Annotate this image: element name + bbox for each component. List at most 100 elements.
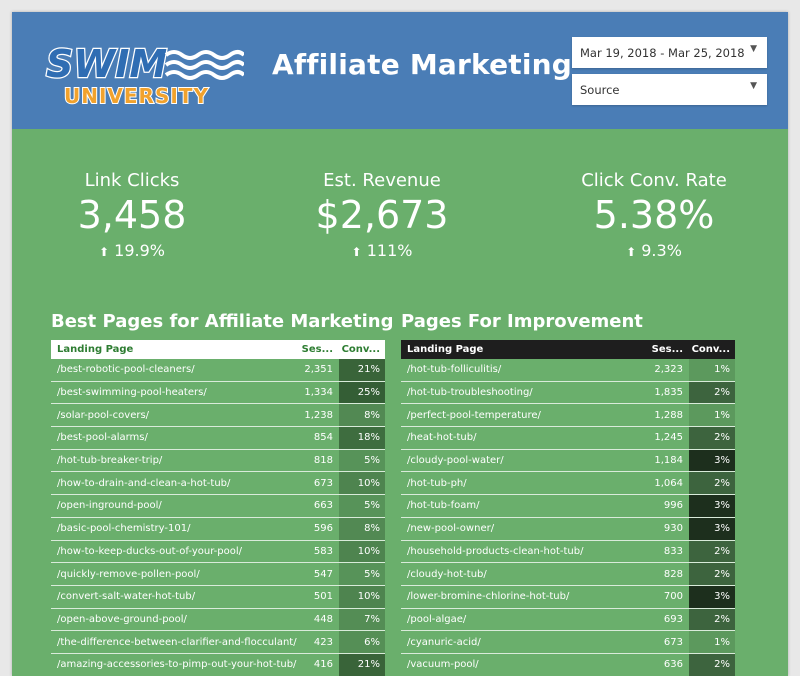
report-header: SWIM UNIVERSITY Affiliate Marketing Mar … [12, 12, 788, 129]
table-row[interactable]: /hot-tub-breaker-trip/818 5% [51, 449, 385, 473]
table-row[interactable]: /heat-hot-tub/1,245 2% [401, 427, 735, 450]
table-row[interactable]: /lower-bromine-chlorine-hot-tub/700 3% [401, 585, 735, 609]
cell-landing-page: /cyanuric-acid/ [407, 636, 481, 648]
table-row[interactable]: /amazing-accessories-to-pimp-out-your-ho… [51, 653, 385, 676]
cell-landing-page: /hot-tub-foam/ [407, 500, 480, 512]
cell-landing-page: /quickly-remove-pollen-pool/ [57, 568, 200, 580]
cell-conv: 21% [339, 653, 385, 676]
cell-landing-page: /how-to-drain-and-clean-a-hot-tub/ [57, 477, 231, 489]
cell-sessions: 996 [663, 500, 683, 512]
cell-conv: 3% [689, 495, 735, 517]
chevron-down-icon: ▼ [750, 44, 757, 54]
date-range-picker[interactable]: Mar 19, 2018 - Mar 25, 2018 ▼ [572, 37, 767, 68]
cell-conv: 2% [689, 472, 735, 495]
col-conv[interactable]: Conv... [691, 344, 730, 355]
cell-landing-page: /best-pool-alarms/ [57, 432, 148, 444]
cell-landing-page: /open-above-ground-pool/ [57, 613, 187, 625]
table-row[interactable]: /hot-tub-troubleshooting/1,835 2% [401, 381, 735, 405]
cell-conv: 10% [339, 540, 385, 563]
cell-sessions: 673 [663, 636, 683, 648]
cell-conv: 10% [339, 585, 385, 608]
table-row[interactable]: /basic-pool-chemistry-101/596 8% [51, 517, 385, 541]
cell-landing-page: /lower-bromine-chlorine-hot-tub/ [407, 591, 570, 603]
cell-conv: 2% [689, 427, 735, 449]
col-sessions[interactable]: Ses... [301, 344, 333, 355]
cell-sessions: 930 [663, 523, 683, 535]
table-row[interactable]: /best-swimming-pool-heaters/1,334 25% [51, 381, 385, 405]
cell-sessions: 818 [313, 455, 333, 467]
table-row[interactable]: /pool-algae/693 2% [401, 608, 735, 632]
table-row[interactable]: /cloudy-hot-tub/828 2% [401, 563, 735, 586]
col-landing-page[interactable]: Landing Page [57, 344, 134, 355]
table-row[interactable]: /hot-tub-foam/996 3% [401, 495, 735, 518]
table-body: /best-robotic-pool-cleaners/2,351 21%/bes… [51, 359, 385, 676]
col-conv[interactable]: Conv... [341, 344, 380, 355]
cell-landing-page: /the-difference-between-clarifier-and-fl… [57, 636, 297, 648]
best-pages-table: Landing Page Ses... Conv... /best-roboti… [51, 340, 385, 676]
table-row[interactable]: /the-difference-between-clarifier-and-fl… [51, 631, 385, 654]
cell-landing-page: /hot-tub-breaker-trip/ [57, 455, 163, 467]
svg-text:UNIVERSITY: UNIVERSITY [64, 84, 209, 107]
cell-sessions: 828 [663, 568, 683, 580]
page-title: Affiliate Marketing [272, 48, 573, 81]
arrow-up-icon: ⬆ [626, 245, 637, 259]
swim-university-logo: SWIM UNIVERSITY [45, 41, 244, 107]
source-filter-dropdown[interactable]: Source ▼ [572, 74, 767, 105]
cell-landing-page: /household-products-clean-hot-tub/ [407, 545, 584, 557]
cell-landing-page: /cloudy-pool-water/ [407, 455, 504, 467]
table-row[interactable]: /how-to-keep-ducks-out-of-your-pool/583 1… [51, 540, 385, 564]
table-row[interactable]: /open-above-ground-pool/448 7% [51, 608, 385, 632]
cell-sessions: 700 [663, 591, 683, 603]
kpi-label: Est. Revenue [323, 170, 441, 191]
col-sessions[interactable]: Ses... [651, 344, 683, 355]
table-row[interactable]: /solar-pool-covers/1,238 8% [51, 404, 385, 428]
kpi-change: ⬆ 111% [262, 241, 502, 260]
table-header: Landing Page Ses... Conv... [51, 340, 385, 359]
table-row[interactable]: /how-to-drain-and-clean-a-hot-tub/673 10% [51, 472, 385, 496]
cell-sessions: 2,351 [304, 364, 333, 376]
table-row[interactable]: /quickly-remove-pollen-pool/547 5% [51, 563, 385, 586]
col-landing-page[interactable]: Landing Page [407, 344, 484, 355]
cell-sessions: 596 [313, 523, 333, 535]
table-row[interactable]: /best-pool-alarms/854 18% [51, 427, 385, 450]
cell-conv: 5% [339, 563, 385, 585]
cell-landing-page: /solar-pool-covers/ [57, 409, 150, 421]
kpi-label: Click Conv. Rate [581, 170, 727, 191]
kpi-value: 3,458 [77, 193, 187, 237]
cell-conv: 7% [339, 608, 385, 631]
cell-landing-page: /basic-pool-chemistry-101/ [57, 523, 191, 535]
table-row[interactable]: /new-pool-owner/930 3% [401, 517, 735, 541]
cell-conv: 8% [339, 517, 385, 540]
improve-pages-title: Pages For Improvement [401, 311, 643, 332]
cell-sessions: 833 [663, 545, 683, 557]
cell-landing-page: /cloudy-hot-tub/ [407, 568, 487, 580]
cell-sessions: 636 [663, 659, 683, 671]
table-row[interactable]: /household-products-clean-hot-tub/833 2% [401, 540, 735, 564]
cell-sessions: 1,238 [304, 409, 333, 421]
table-row[interactable]: /hot-tub-ph/1,064 2% [401, 472, 735, 496]
table-row[interactable]: /convert-salt-water-hot-tub/501 10% [51, 585, 385, 609]
table-row[interactable]: /hot-tub-folliculitis/2,323 1% [401, 359, 735, 382]
cell-landing-page: /heat-hot-tub/ [407, 432, 477, 444]
kpi-change: ⬆ 9.3% [534, 241, 774, 260]
cell-sessions: 854 [313, 432, 333, 444]
cell-conv: 1% [689, 631, 735, 653]
table-body: /hot-tub-folliculitis/2,323 1%/hot-tub-tr… [401, 359, 735, 676]
table-row[interactable]: /best-robotic-pool-cleaners/2,351 21% [51, 359, 385, 382]
cell-landing-page: /pool-algae/ [407, 613, 467, 625]
table-row[interactable]: /vacuum-pool/636 2% [401, 653, 735, 676]
cell-conv: 3% [689, 449, 735, 472]
cell-sessions: 1,835 [654, 387, 683, 399]
table-row[interactable]: /cyanuric-acid/673 1% [401, 631, 735, 654]
cell-conv: 2% [689, 540, 735, 563]
table-row[interactable]: /open-inground-pool/663 5% [51, 495, 385, 518]
cell-conv: 21% [339, 359, 385, 381]
cell-sessions: 423 [313, 636, 333, 648]
table-row[interactable]: /perfect-pool-temperature/1,288 1% [401, 404, 735, 428]
cell-conv: 2% [689, 563, 735, 585]
table-row[interactable]: /cloudy-pool-water/1,184 3% [401, 449, 735, 473]
cell-landing-page: /new-pool-owner/ [407, 523, 495, 535]
improve-pages-table: Landing Page Ses... Conv... /hot-tub-fol… [401, 340, 735, 676]
cell-conv: 10% [339, 472, 385, 495]
cell-sessions: 2,323 [654, 364, 683, 376]
